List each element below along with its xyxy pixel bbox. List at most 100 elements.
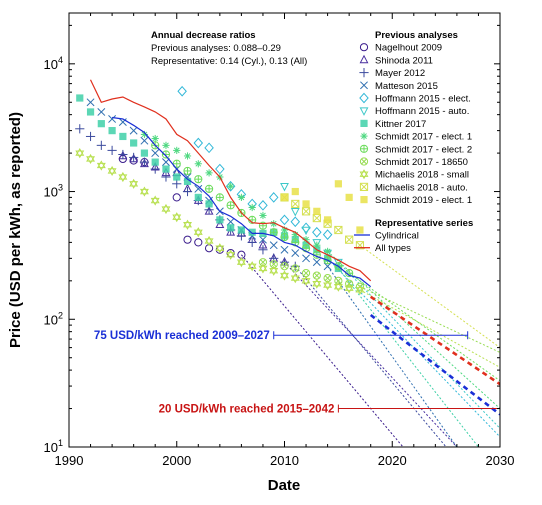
- x-tick-label-2: 2010: [270, 453, 299, 468]
- data-point-1-9: [215, 219, 225, 229]
- legend-marker-5: [359, 107, 369, 116]
- data-point-2-7: [150, 164, 160, 174]
- data-point-11-3: [312, 213, 321, 223]
- data-point-9-3: [291, 264, 300, 273]
- range-label-0: 75 USD/kWh reached 2009–2027: [94, 330, 270, 342]
- legend-marker-4: [359, 92, 369, 104]
- data-point-9-6: [323, 274, 332, 283]
- data-point-3-10: [194, 184, 203, 193]
- data-point-7-9: [237, 193, 245, 201]
- legend-marker-9: [359, 157, 369, 166]
- data-point-12-3: [313, 207, 321, 215]
- data-point-11-1: [291, 199, 300, 209]
- data-point-10-7: [150, 195, 160, 206]
- legend-title-representative: Representative series: [375, 218, 473, 229]
- data-point-10-5: [129, 178, 139, 189]
- legend-marker-10: [359, 169, 369, 180]
- data-point-10-22: [312, 278, 322, 289]
- data-point-6-3: [108, 127, 116, 135]
- data-point-3-16: [258, 235, 267, 244]
- data-point-2-18: [269, 253, 279, 263]
- data-point-5-2: [301, 226, 311, 236]
- data-point-9-4: [301, 268, 311, 278]
- data-point-2-2: [96, 140, 106, 150]
- data-point-10-2: [96, 160, 106, 171]
- data-point-10-14: [226, 249, 236, 260]
- legend-label-10: Michaelis 2018 - small: [375, 170, 469, 181]
- projection-lines: [241, 244, 500, 447]
- data-point-3-17: [269, 241, 278, 250]
- data-point-9-2: [280, 262, 289, 271]
- data-point-10-11: [193, 227, 203, 238]
- projection-line-11: [359, 244, 500, 349]
- data-point-3-21: [312, 258, 321, 267]
- data-point-10-26: [355, 284, 365, 295]
- data-point-8-6: [215, 193, 224, 202]
- projection-line-9: [359, 286, 500, 353]
- annotation-title: Annual decrease ratios: [151, 30, 256, 41]
- legend-label-9: Schmidt 2017 - 18650: [375, 157, 468, 168]
- legend-marker-12: [360, 196, 368, 204]
- data-point-2-3: [107, 145, 117, 155]
- projection-line-0: [241, 254, 404, 447]
- data-point-7-8: [227, 182, 235, 190]
- data-point-3-3: [118, 118, 127, 127]
- data-point-12-2: [302, 200, 310, 208]
- data-point-4-7: [258, 199, 268, 211]
- data-point-4-2: [204, 142, 214, 154]
- data-point-5-0: [280, 182, 289, 192]
- projection-2: [369, 313, 500, 416]
- x-tick-label-3: 2020: [378, 453, 407, 468]
- data-point-7-11: [259, 211, 267, 220]
- data-point-12-4: [324, 216, 332, 224]
- data-point-3-20: [302, 254, 311, 263]
- data-point-4-4: [225, 180, 236, 192]
- y-axis-label: Price (USD per kWh, as reported): [7, 112, 24, 348]
- projection-line-10: [359, 289, 500, 368]
- data-point-6-2: [97, 120, 105, 128]
- data-point-6-7: [151, 158, 159, 166]
- legend-label-7: Schmidt 2017 - elect. 1: [375, 132, 472, 143]
- legend-label-5: Hoffmann 2015 - auto.: [375, 106, 469, 117]
- data-point-11-6: [345, 235, 354, 244]
- data-point-4-3: [215, 163, 225, 175]
- data-point-3-5: [140, 136, 149, 145]
- legend-label-0: Nagelhout 2009: [375, 43, 442, 54]
- data-point-2-10: [182, 186, 193, 197]
- legend-label-8: Schmidt 2017 - elect. 2: [375, 144, 472, 155]
- legend-marker-8: [359, 144, 369, 153]
- data-point-10-1: [86, 153, 96, 165]
- legend-marker-3: [360, 81, 368, 90]
- data-point-10-16: [247, 261, 257, 272]
- axes: 1990 2000 2010 2020 2030 101 102 103 104: [44, 13, 514, 468]
- data-point-7-15: [302, 236, 310, 244]
- data-point-4-0: [177, 85, 187, 97]
- data-point-7-1: [151, 134, 159, 143]
- data-point-10-0: [75, 147, 85, 159]
- data-point-10-8: [161, 203, 171, 215]
- data-point-5-1: [290, 208, 300, 217]
- data-point-10-23: [323, 280, 333, 291]
- data-point-12-6: [345, 193, 353, 201]
- y-tick-label-2: 103: [44, 183, 63, 200]
- data-point-10-21: [301, 275, 311, 286]
- data-point-6-13: [216, 216, 224, 224]
- data-point-8-5: [204, 184, 214, 193]
- data-point-10-17: [258, 263, 268, 274]
- data-point-6-12: [205, 200, 213, 208]
- data-point-8-4: [194, 175, 203, 184]
- range-annotations: 75 USD/kWh reached 2009–2027 20 USD/kWh r…: [94, 330, 500, 416]
- projection-line-3: [327, 265, 458, 447]
- legend-marker-0: [359, 43, 369, 52]
- data-point-2-19: [279, 257, 290, 267]
- data-point-3-19: [291, 249, 300, 258]
- data-point-6-6: [140, 149, 149, 157]
- data-point-7-4: [183, 152, 192, 160]
- data-point-10-18: [269, 265, 279, 276]
- projection-line-6: [337, 268, 479, 447]
- data-point-12-0: [280, 193, 289, 201]
- data-point-6-10: [183, 177, 192, 186]
- data-point-12-5: [334, 180, 342, 188]
- data-point-10-15: [236, 257, 246, 268]
